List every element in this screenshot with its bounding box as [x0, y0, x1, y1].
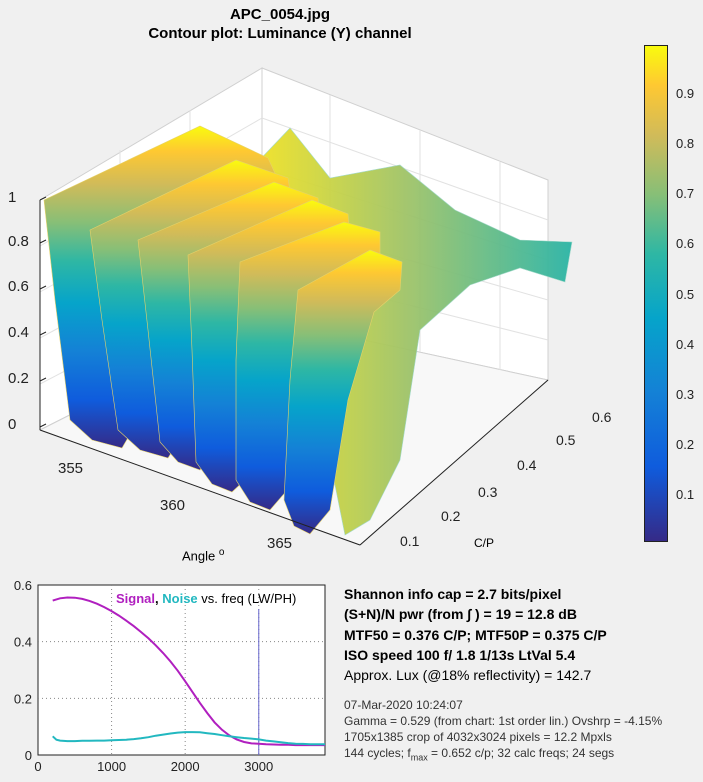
colorbar-tick-label: 0.2	[676, 437, 695, 452]
gamma-info: Gamma = 0.529 (from chart: 1st order lin…	[344, 714, 663, 728]
iso-info: ISO speed 100 f/ 1.8 1/13s LtVal 5.4	[344, 647, 576, 663]
cp-axis-label: C/P	[474, 536, 495, 550]
surface-plot	[38, 67, 573, 546]
z-tick-label: 0.2	[8, 370, 29, 387]
z-tick-label: 1	[8, 189, 17, 206]
colorbar-tick-label: 0.5	[676, 287, 695, 302]
angle-tick-label: 365	[267, 535, 293, 552]
angle-axis-label: Angle o	[182, 547, 225, 564]
timestamp: 07-Mar-2020 10:24:07	[344, 698, 463, 712]
surface-axis-lines	[39, 200, 549, 546]
legend-suffix: vs. freq (LW/PH)	[198, 591, 297, 606]
legend-signal: Signal	[116, 591, 155, 606]
x-tick-label: 2000	[171, 759, 200, 774]
line-legend: Signal, Noise vs. freq (LW/PH)	[116, 591, 296, 606]
surface-ridges	[43, 125, 403, 535]
x-tick-label: 1000	[97, 759, 126, 774]
colorbar-tick-label: 0.4	[676, 337, 695, 352]
angle-tick-label: 355	[58, 460, 84, 477]
cp-tick-label: 0.1	[400, 533, 420, 549]
y-tick-label: 0	[25, 748, 32, 763]
z-tick-label: 0.4	[8, 324, 29, 341]
mtf50-info: MTF50 = 0.376 C/P; MTF50P = 0.375 C/P	[344, 627, 607, 643]
z-tick-label: 0	[8, 416, 17, 433]
crop-info: 1705x1385 crop of 4032x3024 pixels = 12.…	[344, 730, 612, 744]
y-tick-label: 0.4	[14, 635, 32, 650]
cp-tick-label: 0.6	[592, 409, 612, 425]
colorbar-tick-label: 0.6	[676, 236, 695, 251]
colorbar-tick-label: 0.7	[676, 186, 695, 201]
angle-tick-label: 360	[160, 497, 186, 514]
chart-subtitle: Contour plot: Luminance (Y) channel	[148, 25, 412, 42]
colorbar	[644, 45, 668, 542]
z-tick-label: 0.6	[8, 278, 29, 295]
colorbar-tick-label: 0.9	[676, 86, 695, 101]
line-plot-area	[37, 584, 326, 756]
ridge-6	[283, 249, 403, 535]
signal-line	[52, 596, 325, 747]
signal-noise-chart: 0 1000 2000 3000 0 0.2 0.4 0.6 Signal, Noise vs…	[14, 578, 326, 774]
colorbar-tick-label: 0.1	[676, 487, 695, 502]
chart-title: APC_0054.jpg	[229, 6, 331, 23]
noise-line	[52, 731, 325, 746]
x-tick-label: 0	[34, 759, 41, 774]
y-tick-label: 0.6	[14, 578, 32, 593]
legend-noise: Noise	[162, 591, 197, 606]
x-tick-label: 3000	[244, 759, 273, 774]
z-tick-label: 0.8	[8, 233, 29, 250]
cp-tick-label: 0.2	[441, 508, 461, 524]
line-tick-labels: 0 1000 2000 3000 0 0.2 0.4 0.6	[14, 578, 273, 774]
z-tick-marks	[39, 196, 47, 428]
cp-tick-label: 0.4	[517, 457, 537, 473]
legend-sep: ,	[155, 591, 162, 606]
cp-tick-label: 0.3	[478, 484, 498, 500]
lux-info: Approx. Lux (@18% reflectivity) = 142.7	[344, 667, 592, 683]
cp-tick-label: 0.5	[556, 432, 576, 448]
snr-info: (S+N)/N pwr (from ∫ ) = 19 = 12.8 dB	[344, 606, 577, 622]
cycles-info: 144 cycles; fmax = 0.652 c/p; 32 calc fr…	[344, 746, 615, 763]
colorbar-tick-label: 0.3	[676, 387, 695, 402]
shannon-info: Shannon info cap = 2.7 bits/pixel	[344, 586, 562, 602]
colorbar-tick-label: 0.8	[676, 136, 695, 151]
y-tick-label: 0.2	[14, 691, 32, 706]
